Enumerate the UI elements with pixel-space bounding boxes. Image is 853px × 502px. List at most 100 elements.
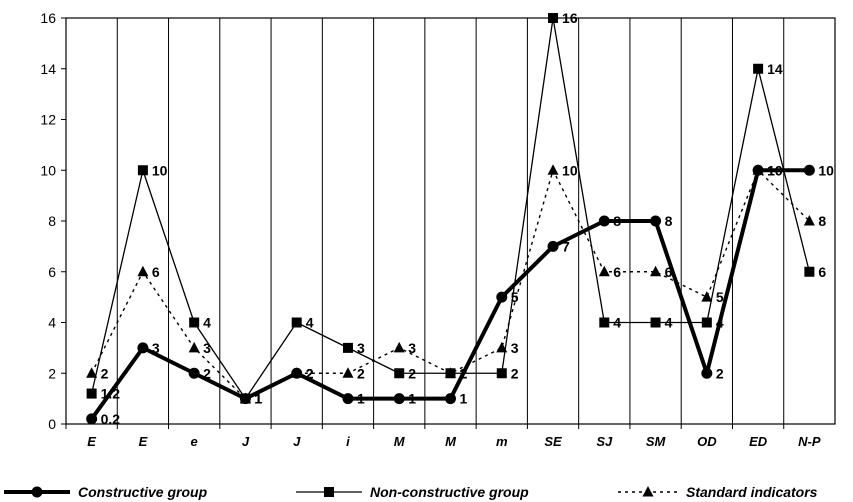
data-label: 10 (562, 162, 578, 178)
marker-point (342, 393, 354, 405)
data-label: 3 (357, 340, 365, 356)
y-tick-label: 10 (40, 162, 56, 178)
data-label: 10 (818, 162, 834, 178)
x-tick-label: SM (646, 434, 667, 449)
marker-point (496, 368, 507, 379)
data-label: 2 (357, 365, 365, 381)
marker-point (239, 393, 251, 405)
y-tick-label: 14 (40, 61, 56, 77)
data-label: 2 (306, 365, 314, 381)
marker-point (496, 341, 508, 353)
marker-point (548, 13, 559, 23)
data-label: 1 (357, 391, 365, 407)
marker-point (803, 215, 815, 226)
y-tick-label: 4 (48, 315, 56, 331)
data-label: 16 (562, 10, 578, 26)
axes (65, 17, 836, 425)
data-label: 8 (613, 213, 621, 229)
x-tick-label: J (242, 434, 250, 449)
data-label: 3 (203, 340, 211, 356)
marker-point (701, 367, 713, 379)
y-tick-label: 6 (48, 264, 56, 280)
data-label: 6 (818, 264, 826, 280)
marker-point (291, 317, 302, 328)
y-axis-ticks: 0 2 4 6 8 10 12 14 16 (40, 10, 66, 432)
x-tick-label: OD (697, 434, 717, 449)
legend: Constructive group Non-constructive group… (4, 484, 818, 500)
marker-point (650, 215, 662, 227)
marker-point (342, 342, 353, 353)
marker-point (598, 265, 610, 277)
data-label: 1 (254, 391, 262, 407)
series-lines (90, 17, 810, 421)
data-label: 2 (306, 365, 314, 381)
marker-point (137, 342, 149, 354)
marker-point (804, 266, 815, 277)
data-label: 8 (665, 213, 673, 229)
legend-label: Constructive group (78, 484, 208, 500)
data-label: 1 (408, 391, 416, 407)
data-label: 6 (152, 264, 160, 280)
marker-point (547, 240, 559, 252)
data-label: 4 (613, 315, 621, 331)
data-label: 4 (306, 315, 314, 331)
marker-point (394, 368, 405, 379)
data-label: 7 (562, 238, 570, 254)
legend-label: Non-constructive group (370, 484, 529, 500)
data-label: 5 (716, 289, 724, 305)
data-label: 2 (716, 365, 724, 381)
marker-point (803, 164, 815, 176)
legend-label: Standard indicators (686, 484, 818, 500)
data-label: 1 (254, 391, 262, 407)
marker-point (342, 367, 354, 378)
data-label: 3 (152, 340, 160, 356)
x-tick-label: E (139, 434, 148, 449)
x-tick-label: E (87, 434, 96, 449)
marker-point (393, 393, 405, 405)
marker-point (650, 265, 662, 277)
data-label: 1 (254, 391, 262, 407)
y-tick-label: 8 (48, 213, 56, 229)
marker-point (642, 486, 654, 497)
data-label: 1.2 (101, 386, 121, 402)
data-label: 8 (818, 213, 826, 229)
marker-point (291, 367, 303, 379)
data-label: 4 (665, 315, 673, 331)
marker-point (86, 367, 98, 378)
marker-point (189, 317, 200, 328)
data-label: 4 (203, 315, 211, 331)
data-label: 3 (408, 340, 416, 356)
data-label: 14 (767, 61, 783, 77)
data-label: 4 (716, 315, 724, 331)
data-label: 6 (665, 264, 673, 280)
data-label: 5 (511, 289, 519, 305)
y-tick-label: 16 (40, 10, 56, 26)
marker-point (599, 317, 610, 328)
marker-point (496, 291, 508, 303)
marker-point (393, 341, 405, 353)
marker-point (188, 341, 200, 353)
data-label: 6 (613, 264, 621, 280)
marker-point (650, 317, 661, 328)
marker-point (31, 486, 43, 498)
series-markers (86, 13, 815, 425)
x-tick-label: e (191, 434, 198, 449)
data-label: 10 (152, 162, 168, 178)
data-label: 10 (767, 162, 783, 178)
marker-point (701, 317, 712, 328)
data-label: 2 (408, 365, 416, 381)
plot-frame (65, 17, 836, 425)
data-label: 1 (460, 391, 468, 407)
marker-point (598, 215, 610, 227)
x-tick-label: M (445, 434, 457, 449)
x-tick-label: N-P (798, 434, 821, 449)
data-label: 2 (101, 365, 109, 381)
marker-point (188, 367, 200, 379)
data-label: 2 (460, 365, 468, 381)
marker-point (445, 368, 456, 379)
marker-point (445, 393, 456, 405)
x-tick-label: ED (749, 434, 768, 449)
